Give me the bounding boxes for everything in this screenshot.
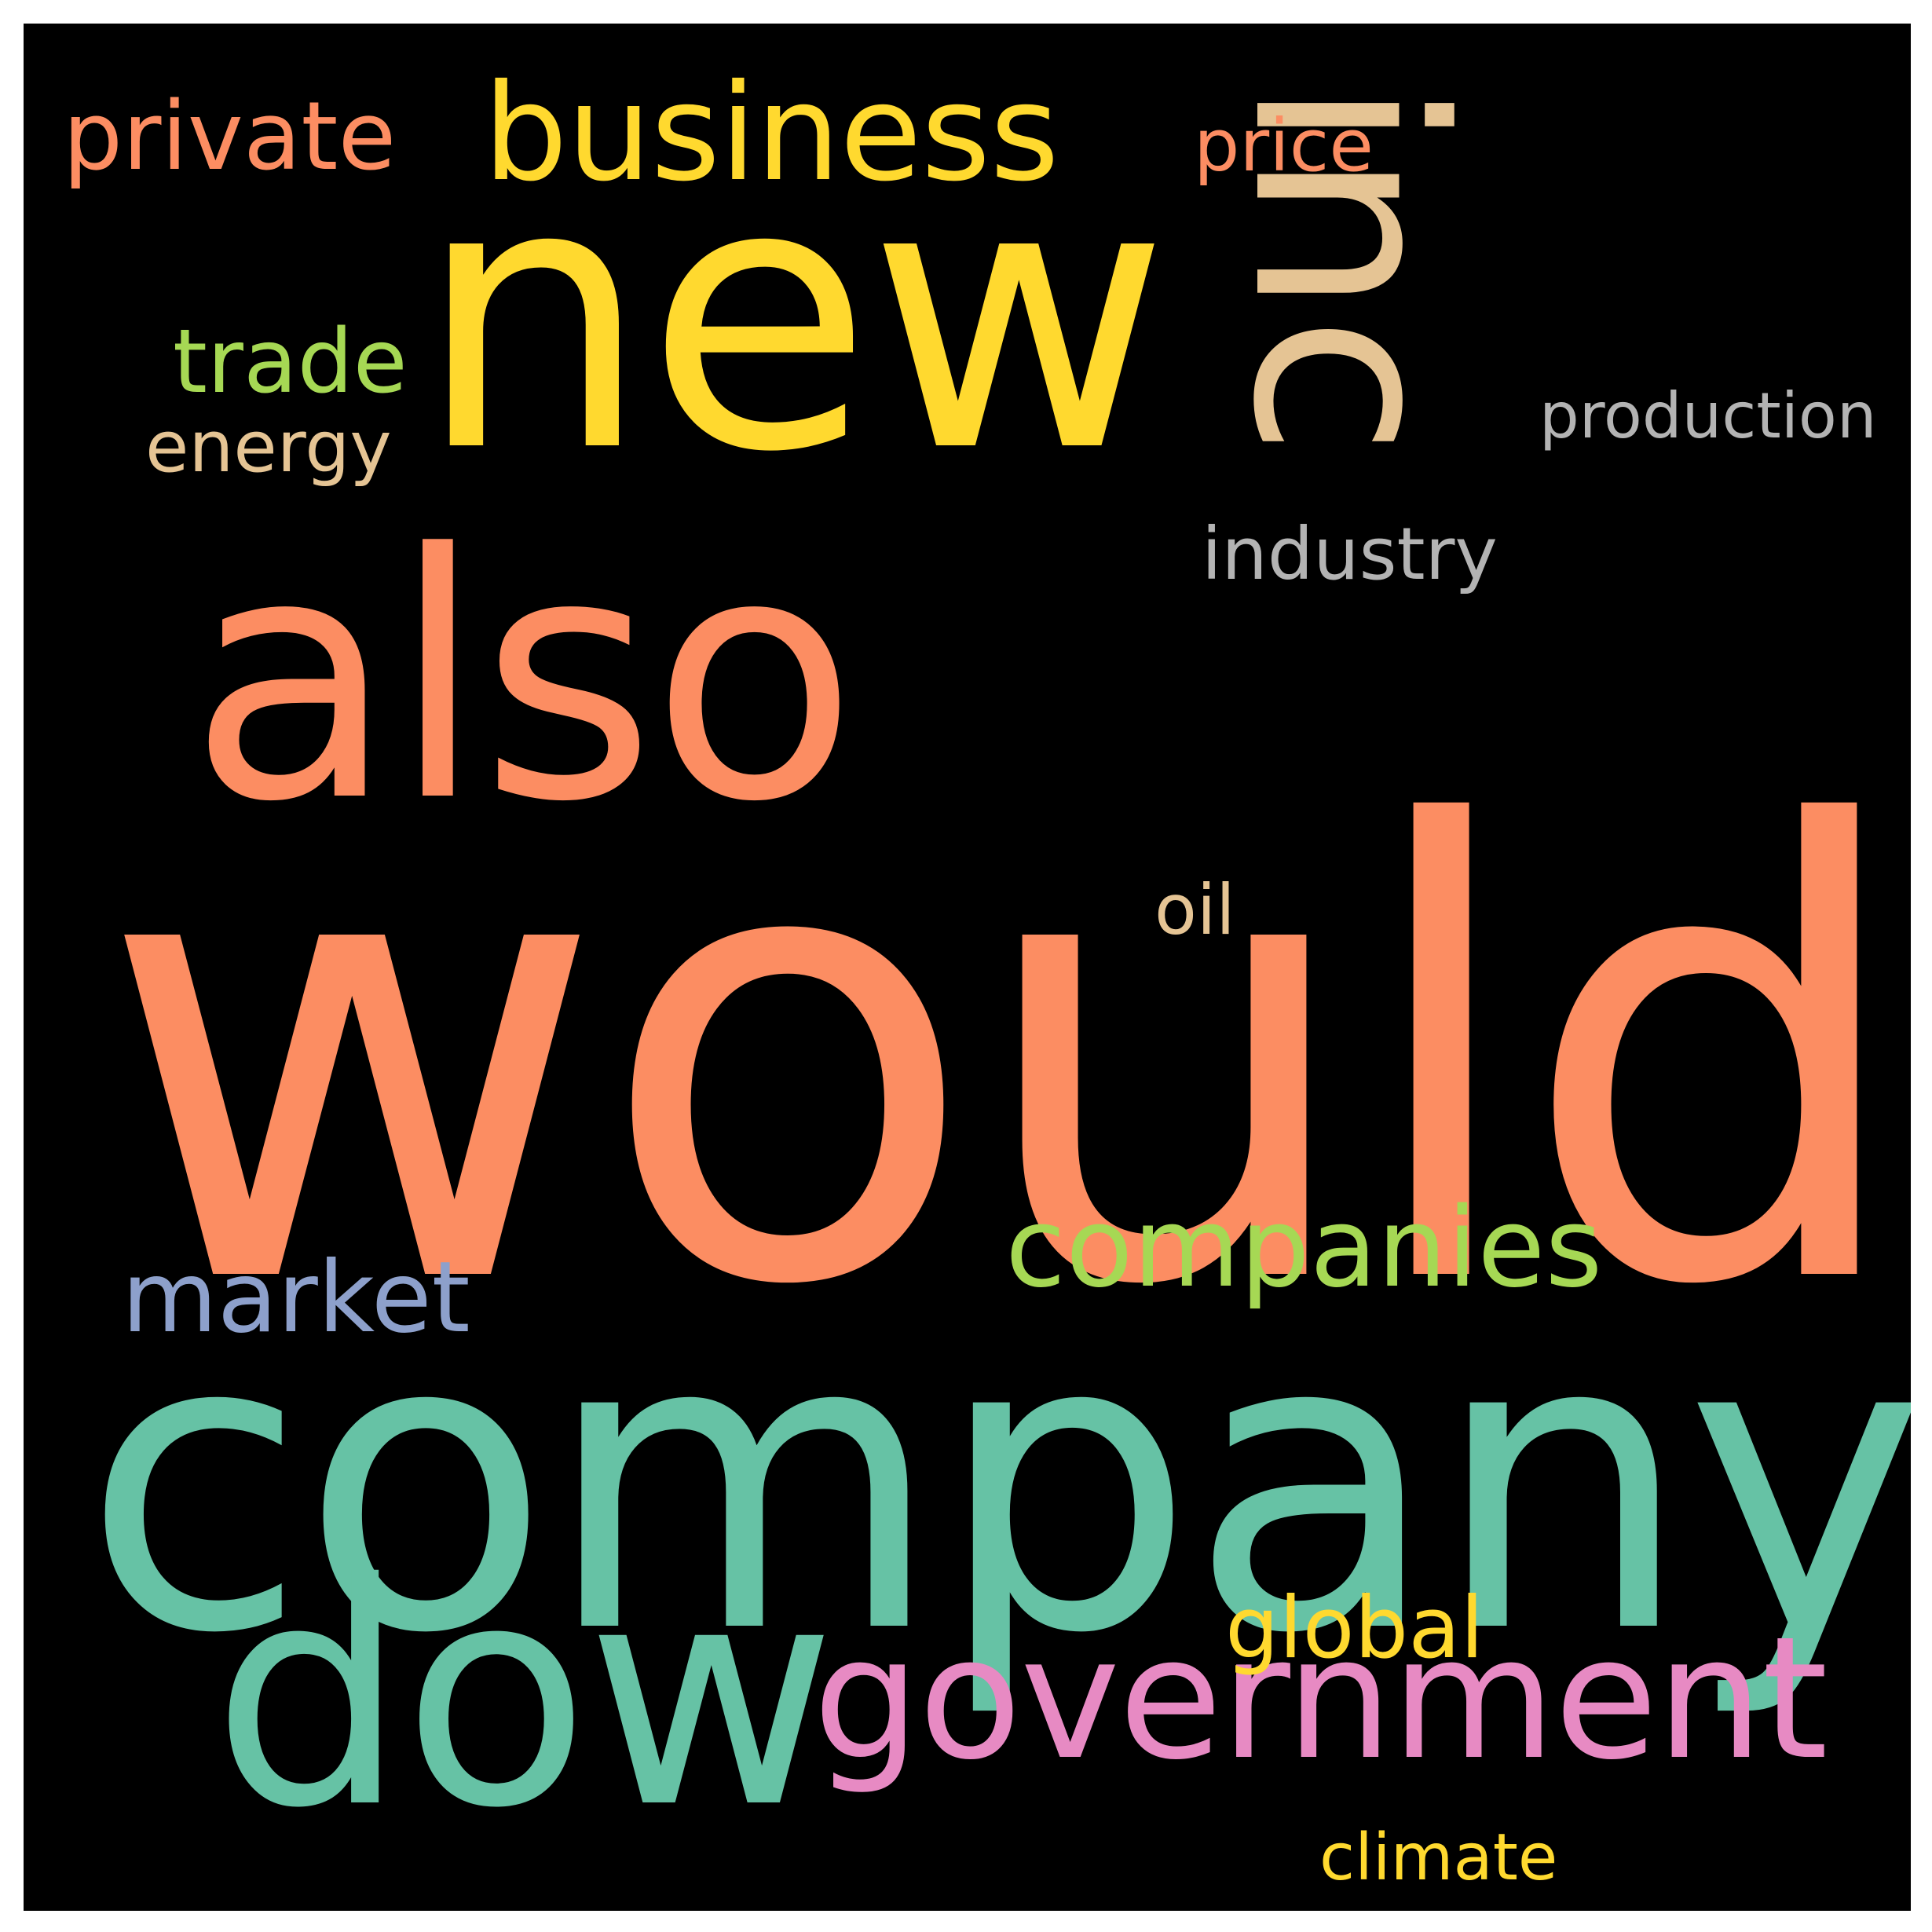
word-dow: dow [212,1518,836,1875]
word-energy: energy [145,406,392,488]
word-business: business [483,56,1059,211]
word-government: government [813,1600,1828,1797]
word-private: private [63,82,397,192]
word-also: also [188,483,858,876]
word-would: would [98,699,1911,1421]
word-price: price [1194,104,1374,188]
word-industry: industry [1202,512,1498,596]
word-companies: companies [1005,1184,1603,1312]
word-global: global [1225,1579,1484,1678]
word-market: market [122,1241,470,1355]
word-company: company [82,1246,1911,1722]
word-climate: climate [1319,1820,1558,1895]
word-new: new [416,103,1169,532]
word-trade: trade [173,311,408,413]
word-cloud: would company also new inc dow governmen… [24,24,1911,1911]
word-oil: oil [1154,869,1235,950]
word-production: production [1539,379,1877,452]
